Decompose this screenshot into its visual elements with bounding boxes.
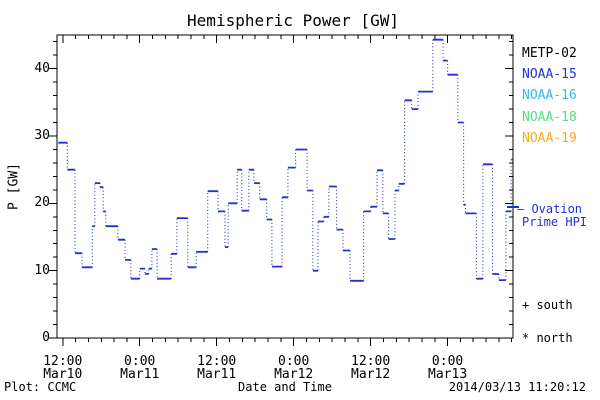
x-tick-label-4: 12:00 Mar12 (351, 354, 391, 382)
chart-title: Hemispheric Power [GW] (187, 11, 399, 30)
legend-item-noaa16: NOAA-16 (522, 88, 577, 103)
hpi-step-curve (58, 38, 513, 282)
axes-border (56, 34, 514, 339)
timestamp: 2014/03/13 11:20:12 (448, 380, 586, 394)
x-tick-label-0: 12:00 Mar10 (43, 354, 83, 382)
plot-source: Plot: CCMC (4, 380, 77, 394)
legend-item-noaa15: NOAA-15 (522, 67, 577, 82)
ovation-label-line1: – Ovation (517, 202, 583, 216)
y-tick-label-0: 0 (42, 330, 50, 345)
y-axis-label: P [GW] (6, 163, 22, 210)
legend-item-noaa19: NOAA-19 (522, 131, 577, 146)
x-tick-label-5: 0:00 Mar13 (428, 354, 468, 382)
y-tick-label-3: 30 (34, 128, 50, 143)
axis-ticks (49, 35, 513, 346)
y-tick-label-2: 20 (34, 195, 50, 211)
y-tick-label-1: 10 (34, 262, 50, 278)
legend-item-noaa18: NOAA-18 (522, 110, 577, 125)
north-marker-note: * north (522, 331, 573, 345)
x-tick-label-2: 12:00 Mar11 (197, 354, 237, 382)
x-tick-label-1: 0:00 Mar11 (120, 354, 160, 382)
south-marker-note: + south (522, 298, 573, 312)
ovation-label-line2: Prime HPI (522, 215, 588, 229)
y-tick-label-4: 40 (34, 60, 50, 76)
x-axis-label: Date and Time (238, 380, 332, 394)
legend-item-metp02: METP-02 (522, 46, 577, 61)
x-tick-label-3: 0:00 Mar12 (274, 354, 314, 382)
